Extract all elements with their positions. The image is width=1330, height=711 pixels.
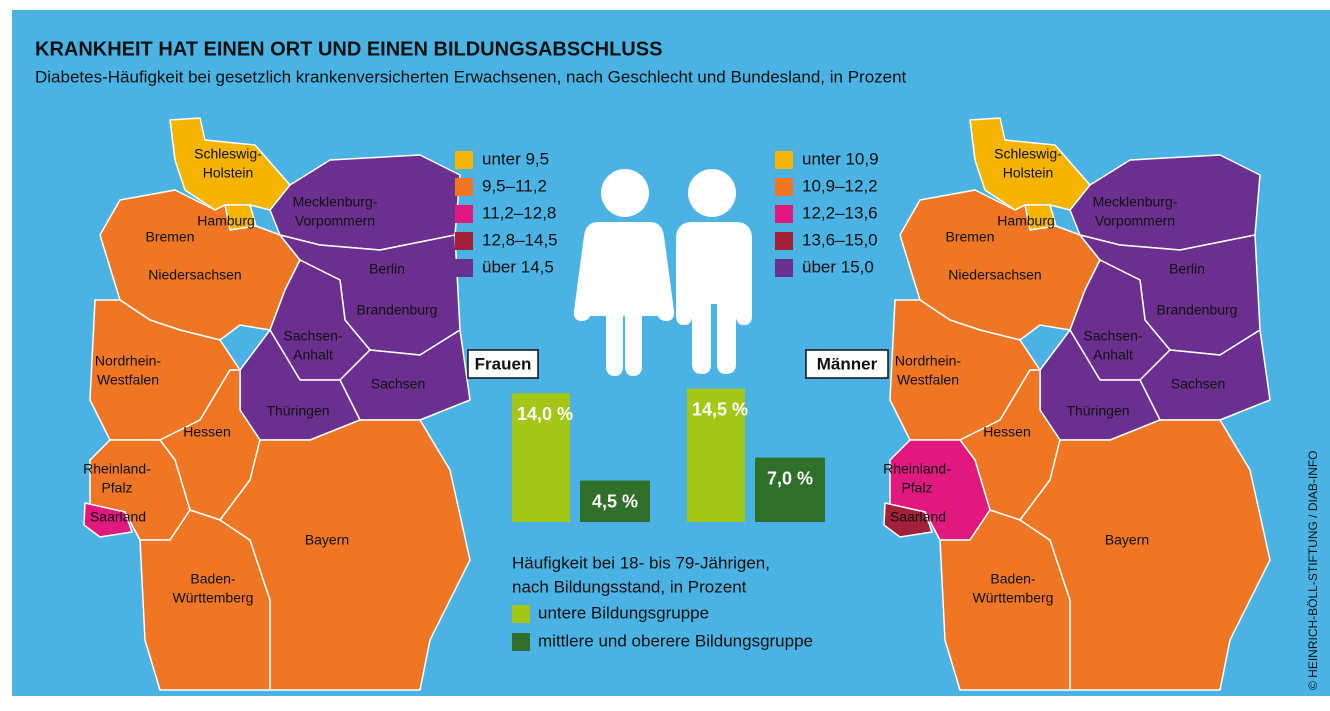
caption: Häufigkeit bei 18- bis 79-Jährigen, [512,553,770,572]
state-label: Bayern [305,532,349,548]
value-label: 14,0 % [517,404,573,424]
state-label: Westfalen [897,372,959,388]
state [83,502,133,538]
state-label: Pfalz [901,480,932,496]
state-label: Berlin [1169,261,1205,277]
man-body [676,222,752,374]
bar [687,388,745,522]
legend-swatch [775,178,793,196]
state-label: Anhalt [1093,347,1133,363]
legend-label: untere Bildungsgruppe [538,603,709,622]
legend-label: 9,5–11,2 [482,176,547,195]
woman-body [573,222,675,376]
state-label: Pfalz [101,480,132,496]
map [883,117,1271,691]
state-label: Brandenburg [357,302,438,318]
bar [512,393,570,522]
legend-label: unter 10,9 [802,149,879,168]
caption: nach Bildungsstand, in Prozent [512,577,747,596]
legend-label: über 15,0 [802,257,874,276]
legend-label: über 14,5 [482,257,554,276]
state-label: Bayern [1105,532,1149,548]
bar [580,480,650,522]
state-label: Schleswig- [994,146,1062,162]
state-label: Mecklenburg- [1093,194,1178,210]
bar [755,457,825,522]
legend-label: 10,9–12,2 [802,176,878,195]
state-label: Rheinland- [83,461,151,477]
woman-head [601,169,649,217]
state-label: Sachsen [371,376,425,392]
state-label: Württemberg [173,590,254,606]
state [169,117,291,211]
state-label: Berlin [369,261,405,277]
state-label: Nordrhein- [95,353,161,369]
state-label: Mecklenburg- [293,194,378,210]
map-tag-box [467,349,539,379]
state-label: Brandenburg [1157,302,1238,318]
title: KRANKHEIT HAT EINEN ORT UND EINEN BILDUN… [35,38,662,60]
legend-label: unter 9,5 [482,149,549,168]
legend-swatch [512,633,530,651]
legend-swatch [775,232,793,250]
state-label: Niedersachsen [948,267,1041,283]
state-label: Vorpommern [1095,213,1175,229]
legend-swatch [512,605,530,623]
legend-label: mittlere und oberere Bildungsgruppe [538,631,813,650]
legend-swatch [775,151,793,169]
subtitle: Diabetes-Häufigkeit bei gesetzlich krank… [35,67,907,86]
map [83,117,471,691]
map-tag: Frauen [475,354,532,373]
state-label: Schleswig- [194,146,262,162]
state [219,419,471,691]
value-label: 4,5 % [592,491,638,511]
state-label: Württemberg [973,590,1054,606]
value-label: 14,5 % [692,399,748,419]
state-label: Thüringen [266,403,329,419]
state-label: Baden- [990,571,1035,587]
legend-swatch [455,205,473,223]
state [883,502,933,538]
state-label: Anhalt [293,347,333,363]
state [1019,419,1271,691]
state-label: Hamburg [997,213,1055,229]
state-label: Vorpommern [295,213,375,229]
legend-swatch [455,259,473,277]
man-head [688,169,736,217]
legend-swatch [775,205,793,223]
legend-swatch [455,232,473,250]
legend-swatch [455,178,473,196]
state-label: Bremen [145,229,194,245]
credit: © HEINRICH-BÖLL-STIFTUNG / DIAB-INFO [1306,450,1320,690]
state-label: Westfalen [97,372,159,388]
legend-label: 11,2–12,8 [482,203,556,222]
state-label: Baden- [190,571,235,587]
state-label: Nordrhein- [895,353,961,369]
state-label: Saarland [90,509,146,525]
state-label: Holstein [1003,165,1054,181]
state-label: Holstein [203,165,254,181]
state-label: Sachsen- [283,328,342,344]
state-label: Niedersachsen [148,267,241,283]
state-label: Thüringen [1066,403,1129,419]
map-tag: Männer [817,354,878,373]
legend-label: 12,8–14,5 [482,230,558,249]
state-label: Hamburg [197,213,255,229]
state-label: Rheinland- [883,461,951,477]
state-label: Bremen [945,229,994,245]
state-label: Saarland [890,509,946,525]
value-label: 7,0 % [767,468,813,488]
state-label: Sachsen [1171,376,1225,392]
state [969,117,1091,211]
state-label: Hessen [183,424,230,440]
legend-swatch [455,151,473,169]
legend-label: 13,6–15,0 [802,230,878,249]
icons [573,169,752,376]
legend-label: 12,2–13,6 [802,203,878,222]
state-label: Sachsen- [1083,328,1142,344]
legend-swatch [775,259,793,277]
map-tag-box [805,349,889,379]
state-label: Hessen [983,424,1030,440]
